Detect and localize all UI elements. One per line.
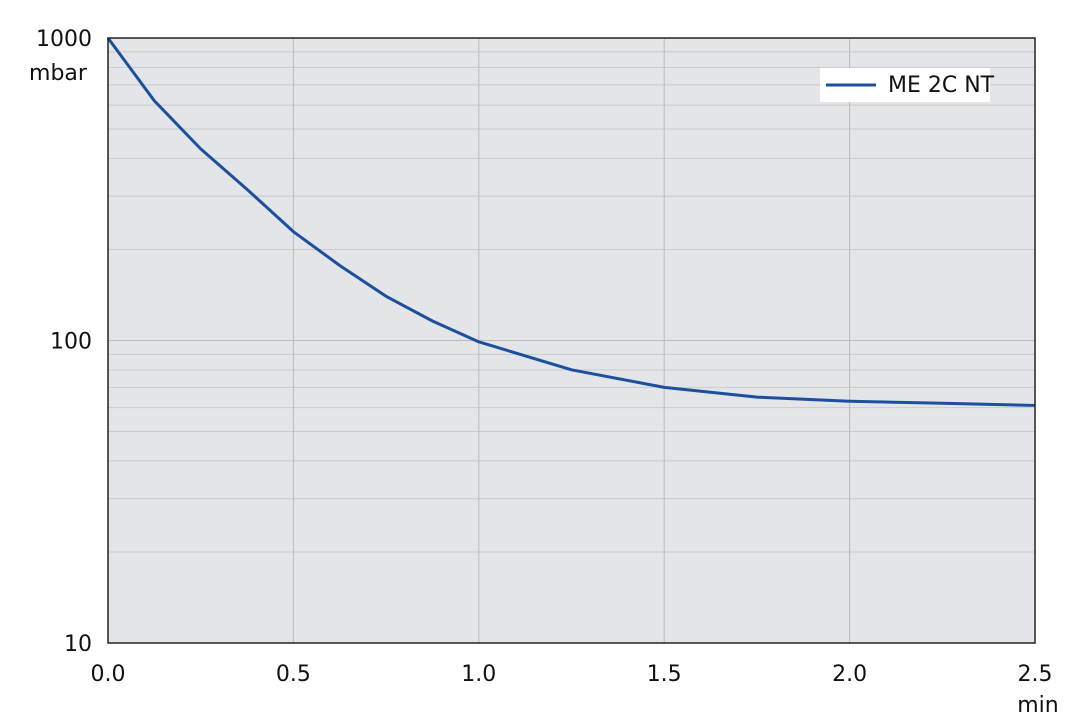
y-tick-label: 100 <box>50 330 92 355</box>
data-line <box>106 37 1036 407</box>
x-tick-label: 2.5 <box>1018 662 1053 687</box>
plot-frame <box>107 37 1036 644</box>
x-tick-label: 1.5 <box>647 662 682 687</box>
y-unit: mbar <box>29 61 88 86</box>
x-tick-label: 1.0 <box>461 662 496 687</box>
y-tick-label: 10 <box>64 632 92 657</box>
x-tick-label: 0.5 <box>276 662 311 687</box>
x-unit: min <box>1017 693 1059 718</box>
x-tick-label: 2.0 <box>832 662 867 687</box>
legend-label: ME 2C NT <box>888 73 995 98</box>
x-tick-label: 0.0 <box>91 662 126 687</box>
y-tick-label: 1000 <box>36 27 92 52</box>
